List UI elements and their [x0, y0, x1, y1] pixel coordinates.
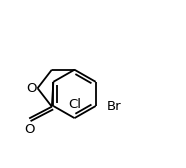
Text: O: O: [26, 82, 36, 95]
Text: Br: Br: [107, 99, 121, 113]
Text: Cl: Cl: [68, 98, 81, 111]
Text: O: O: [24, 123, 34, 136]
